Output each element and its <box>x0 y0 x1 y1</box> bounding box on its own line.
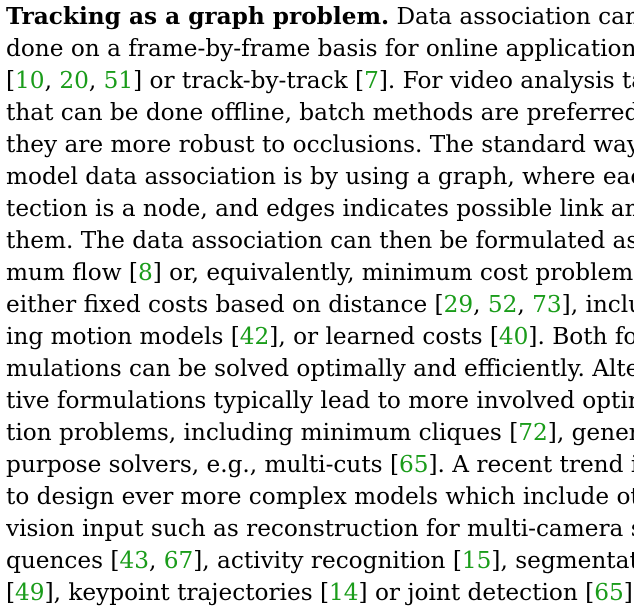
citation-link[interactable]: 73 <box>532 291 562 318</box>
body-text: [ <box>6 67 16 94</box>
body-text: either fixed costs based on distance [ <box>6 291 444 318</box>
paragraph-heading: Tracking as a graph problem. <box>6 3 390 30</box>
text-line: done on a frame-by-frame basis for onlin… <box>6 33 634 65</box>
text-line: purpose solvers, e.g., multi-cuts [65]. … <box>6 449 634 481</box>
body-text: ], segmentation <box>491 547 634 574</box>
citation-link[interactable]: 65 <box>594 579 624 606</box>
text-line: ing motion models [42], or learned costs… <box>6 321 634 353</box>
body-text: [ <box>6 579 16 606</box>
body-text: ], activity recognition [ <box>193 547 462 574</box>
body-text: mum flow [ <box>6 259 138 286</box>
body-text: ]. Both for- <box>528 323 634 350</box>
body-text: model data association is by using a gra… <box>6 163 634 190</box>
citation-link[interactable]: 43 <box>119 547 149 574</box>
body-text: purpose solvers, e.g., multi-cuts [ <box>6 451 399 478</box>
citation-link[interactable]: 51 <box>103 67 134 94</box>
citation-link[interactable]: 10 <box>15 67 45 94</box>
text-line: to design ever more complex models which… <box>6 481 634 513</box>
text-line: vision input such as reconstruction for … <box>6 513 634 545</box>
body-text: tection is a node, and edges indicates p… <box>6 195 634 222</box>
body-text: they are more robust to occlusions. The … <box>6 131 634 158</box>
body-text: , <box>44 67 60 94</box>
body-text: , <box>517 291 533 318</box>
body-text: done on a frame-by-frame basis for onlin… <box>6 35 634 62</box>
body-text: ing motion models [ <box>6 323 240 350</box>
text-line: they are more robust to occlusions. The … <box>6 129 634 161</box>
text-line: mum flow [8] or, equivalently, minimum c… <box>6 257 634 289</box>
text-line: that can be done offline, batch methods … <box>6 97 634 129</box>
citation-link[interactable]: 65 <box>399 451 429 478</box>
body-text: tive formulations typically lead to more… <box>6 387 634 414</box>
body-text: ], includ- <box>561 291 634 318</box>
text-line: [49], keypoint trajectories [14] or join… <box>6 577 634 609</box>
body-text: tion problems, including minimum cliques… <box>6 419 519 446</box>
body-text: ], keypoint trajectories [ <box>44 579 330 606</box>
body-text: vision input such as reconstruction for … <box>6 515 634 542</box>
text-line: tion problems, including minimum cliques… <box>6 417 634 449</box>
text-line: quences [43, 67], activity recognition [… <box>6 545 634 577</box>
citation-link[interactable]: 67 <box>163 547 194 574</box>
citation-link[interactable]: 42 <box>239 323 270 350</box>
body-text: quences [ <box>6 547 120 574</box>
citation-link[interactable]: 15 <box>461 547 492 574</box>
text-line: tive formulations typically lead to more… <box>6 385 634 417</box>
body-text: ]. <box>623 579 634 606</box>
body-text: to design ever more complex models which… <box>6 483 634 510</box>
body-text: that can be done offline, batch methods … <box>6 99 634 126</box>
body-text: , <box>88 67 104 94</box>
body-text: ] or joint detection [ <box>358 579 595 606</box>
body-text: ], general- <box>547 419 634 446</box>
text-line: them. The data association can then be f… <box>6 225 634 257</box>
citation-link[interactable]: 7 <box>364 67 379 94</box>
citation-link[interactable]: 8 <box>137 259 153 286</box>
body-text: ] or, equivalently, minimum cost problem… <box>152 259 634 286</box>
body-text: , <box>473 291 488 318</box>
text-line: Tracking as a graph problem. Data associ… <box>6 1 634 33</box>
citation-link[interactable]: 14 <box>329 579 359 606</box>
body-text: ], or learned costs [ <box>269 323 499 350</box>
citation-link[interactable]: 72 <box>518 419 548 446</box>
body-text: ]. A recent trend is <box>428 451 634 478</box>
text-line: tection is a node, and edges indicates p… <box>6 193 634 225</box>
citation-link[interactable]: 29 <box>443 291 474 318</box>
body-text: , <box>148 547 164 574</box>
text-line: model data association is by using a gra… <box>6 161 634 193</box>
citation-link[interactable]: 52 <box>487 291 518 318</box>
body-text: them. The data association can then be f… <box>6 227 634 254</box>
body-text: mulations can be solved optimally and ef… <box>6 355 634 382</box>
citation-link[interactable]: 40 <box>498 323 529 350</box>
citation-link[interactable]: 20 <box>59 67 89 94</box>
text-line: [10, 20, 51] or track-by-track [7]. For … <box>6 65 634 97</box>
text-line: either fixed costs based on distance [29… <box>6 289 634 321</box>
body-text: ] or track-by-track [ <box>133 67 365 94</box>
citation-link[interactable]: 49 <box>15 579 45 606</box>
text-line: mulations can be solved optimally and ef… <box>6 353 634 385</box>
body-text: ]. For video analysis tasks <box>378 67 634 94</box>
body-text: Data association can be <box>396 3 634 30</box>
